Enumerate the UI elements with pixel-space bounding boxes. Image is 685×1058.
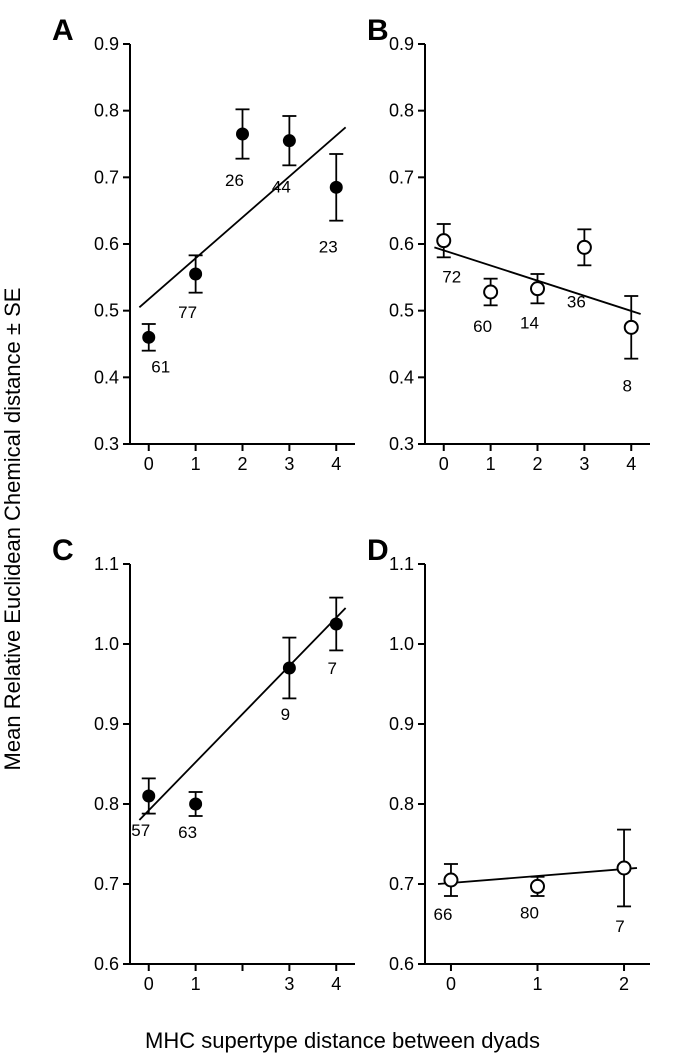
svg-text:9: 9 [281, 705, 290, 724]
svg-text:1.1: 1.1 [94, 554, 119, 574]
svg-text:4: 4 [331, 454, 341, 474]
svg-text:0.6: 0.6 [94, 954, 119, 974]
svg-text:2: 2 [532, 454, 542, 474]
svg-text:0.7: 0.7 [94, 167, 119, 187]
svg-text:61: 61 [151, 357, 170, 376]
svg-text:1: 1 [532, 974, 542, 994]
svg-text:0.9: 0.9 [389, 714, 414, 734]
svg-text:0: 0 [446, 974, 456, 994]
svg-text:77: 77 [178, 303, 197, 322]
svg-text:1: 1 [191, 974, 201, 994]
svg-text:80: 80 [520, 903, 539, 922]
figure-container: Mean Relative Euclidean Chemical distanc… [0, 0, 685, 1058]
svg-text:0.4: 0.4 [94, 367, 119, 387]
svg-text:2: 2 [237, 454, 247, 474]
svg-text:0.7: 0.7 [389, 167, 414, 187]
svg-text:2: 2 [619, 974, 629, 994]
x-axis-title: MHC supertype distance between dyads [145, 1028, 540, 1054]
svg-text:0.6: 0.6 [389, 234, 414, 254]
panel-letter-a: A [52, 14, 74, 48]
svg-text:3: 3 [284, 974, 294, 994]
svg-text:1.0: 1.0 [389, 634, 414, 654]
svg-text:23: 23 [319, 237, 338, 256]
svg-text:0.9: 0.9 [94, 34, 119, 54]
svg-text:60: 60 [473, 317, 492, 336]
svg-text:57: 57 [131, 821, 150, 840]
svg-text:4: 4 [626, 454, 636, 474]
svg-text:1.0: 1.0 [94, 634, 119, 654]
svg-text:44: 44 [272, 178, 291, 197]
y-axis-title: Mean Relative Euclidean Chemical distanc… [0, 288, 26, 771]
svg-text:0.6: 0.6 [94, 234, 119, 254]
panel-a: A0.30.40.50.60.70.80.9012346177264423 [50, 10, 380, 489]
svg-text:4: 4 [331, 974, 341, 994]
svg-text:0.8: 0.8 [94, 101, 119, 121]
svg-text:0.3: 0.3 [94, 434, 119, 454]
svg-text:7: 7 [328, 659, 337, 678]
panel-b: B 0.3 0.4 0.5 0.6 0.7 0.8 0.9 0 1 2 3 4 72 60 14 36 8 [365, 10, 675, 489]
svg-text:0.6: 0.6 [389, 954, 414, 974]
svg-text:0.7: 0.7 [94, 874, 119, 894]
svg-text:3: 3 [284, 454, 294, 474]
svg-text:1.1: 1.1 [389, 554, 414, 574]
svg-text:36: 36 [567, 292, 586, 311]
svg-text:0: 0 [439, 454, 449, 474]
svg-text:63: 63 [178, 823, 197, 842]
svg-text:0: 0 [144, 974, 154, 994]
svg-text:0: 0 [144, 454, 154, 474]
svg-text:66: 66 [434, 905, 453, 924]
svg-text:0.5: 0.5 [94, 301, 119, 321]
svg-text:0.8: 0.8 [94, 794, 119, 814]
svg-text:72: 72 [442, 268, 461, 287]
panel-letter-c: C [52, 534, 74, 568]
svg-text:0.9: 0.9 [94, 714, 119, 734]
svg-text:0.8: 0.8 [389, 794, 414, 814]
svg-text:14: 14 [520, 314, 539, 333]
panel-d: D 0.6 0.7 0.8 0.9 1.0 1.1 0 1 2 66 80 7 [365, 530, 675, 1009]
svg-text:3: 3 [579, 454, 589, 474]
svg-text:1: 1 [486, 454, 496, 474]
svg-text:0.7: 0.7 [389, 874, 414, 894]
svg-text:0.3: 0.3 [389, 434, 414, 454]
svg-text:0.9: 0.9 [389, 34, 414, 54]
svg-text:7: 7 [615, 917, 624, 936]
svg-text:0.8: 0.8 [389, 101, 414, 121]
svg-text:26: 26 [225, 171, 244, 190]
svg-text:0.4: 0.4 [389, 367, 414, 387]
panel-letter-b: B [367, 14, 389, 48]
panel-c: C 0.6 0.7 0.8 0.9 1.0 1.1 0 1 3 4 57 63 9 7 [50, 530, 380, 1009]
panel-letter-d: D [367, 534, 389, 568]
svg-text:8: 8 [623, 376, 632, 395]
svg-text:0.5: 0.5 [389, 301, 414, 321]
svg-text:1: 1 [191, 454, 201, 474]
